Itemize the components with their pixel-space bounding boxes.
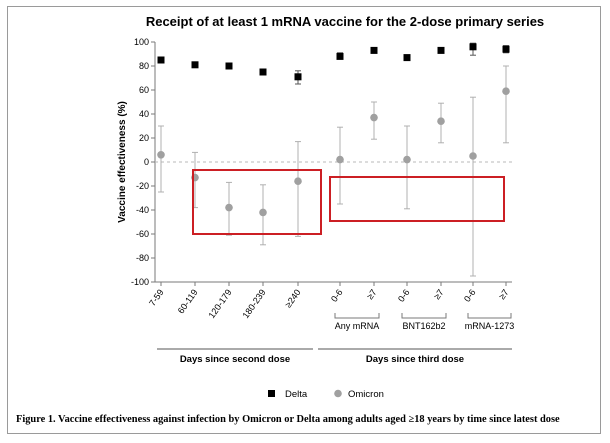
x-tick-label: 60-119 (176, 287, 200, 315)
data-point-omicron (370, 113, 378, 122)
section-label-second-dose: Days since second dose (180, 354, 290, 365)
legend: Delta Omicron (268, 389, 384, 400)
data-point-omicron (336, 155, 344, 164)
y-tick-label: -80 (136, 253, 149, 263)
group-label: BNT162b2 (402, 321, 445, 331)
data-point-delta (157, 56, 165, 64)
x-tick-label: ≥7 (497, 287, 511, 301)
data-point-delta (437, 46, 445, 54)
x-tick-label: 120-179 (207, 287, 234, 320)
x-tick-label: 7-59 (147, 287, 166, 307)
y-tick-label: 40 (139, 109, 149, 119)
highlight-box-third-dose (329, 176, 505, 222)
group-bracket (401, 313, 447, 319)
x-tick-label: 0-6 (329, 287, 345, 303)
x-tick-label: ≥7 (432, 287, 446, 301)
chart-title: Receipt of at least 1 mRNA vaccine for t… (146, 14, 544, 29)
y-tick-label: 0 (144, 157, 149, 167)
data-point-omicron (437, 117, 445, 125)
data-point-delta (370, 46, 378, 54)
x-tick-label: 0-6 (396, 287, 412, 303)
data-point-omicron (403, 155, 411, 164)
y-tick-label: 100 (134, 37, 149, 47)
y-tick-label: 20 (139, 133, 149, 143)
y-tick-label: -20 (136, 181, 149, 191)
legend-omicron-marker (334, 389, 342, 398)
data-point-omicron (469, 152, 477, 160)
data-point-delta (259, 68, 267, 76)
group-bracket (467, 313, 512, 319)
figure-caption: Figure 1. Vaccine effectiveness against … (16, 414, 560, 425)
data-point-delta (403, 54, 411, 62)
y-axis-title: Vaccine effectiveness (%) (117, 101, 128, 223)
x-tick-label: ≥7 (365, 287, 379, 301)
y-tick-label: -60 (136, 229, 149, 239)
highlight-box-second-dose (192, 169, 322, 235)
data-point-omicron (259, 208, 267, 217)
data-point-delta (294, 73, 302, 81)
data-point-delta (469, 43, 477, 51)
data-point-delta (191, 61, 199, 69)
legend-delta-label: Delta (285, 389, 308, 400)
section-label-third-dose: Days since third dose (366, 354, 464, 365)
data-point-delta (502, 45, 510, 53)
y-tick-label: 60 (139, 85, 149, 95)
legend-delta-marker (268, 390, 275, 397)
y-tick-label: 80 (139, 61, 149, 71)
data-point-delta (225, 62, 233, 70)
x-tick-label: 180-239 (241, 287, 268, 320)
group-bracket (334, 313, 380, 319)
data-point-omicron (294, 177, 302, 185)
y-tick-label: -40 (136, 205, 149, 215)
data-point-omicron (225, 203, 233, 212)
group-label: Any mRNA (335, 321, 380, 331)
x-tick-label: ≥240 (283, 287, 303, 309)
y-tick-label: -100 (131, 277, 149, 287)
data-point-omicron (502, 87, 510, 95)
data-point-omicron (157, 151, 165, 159)
data-point-delta (336, 52, 344, 60)
legend-omicron-label: Omicron (348, 389, 384, 400)
group-label: mRNA-1273 (465, 321, 515, 331)
x-tick-label: 0-6 (462, 287, 478, 303)
